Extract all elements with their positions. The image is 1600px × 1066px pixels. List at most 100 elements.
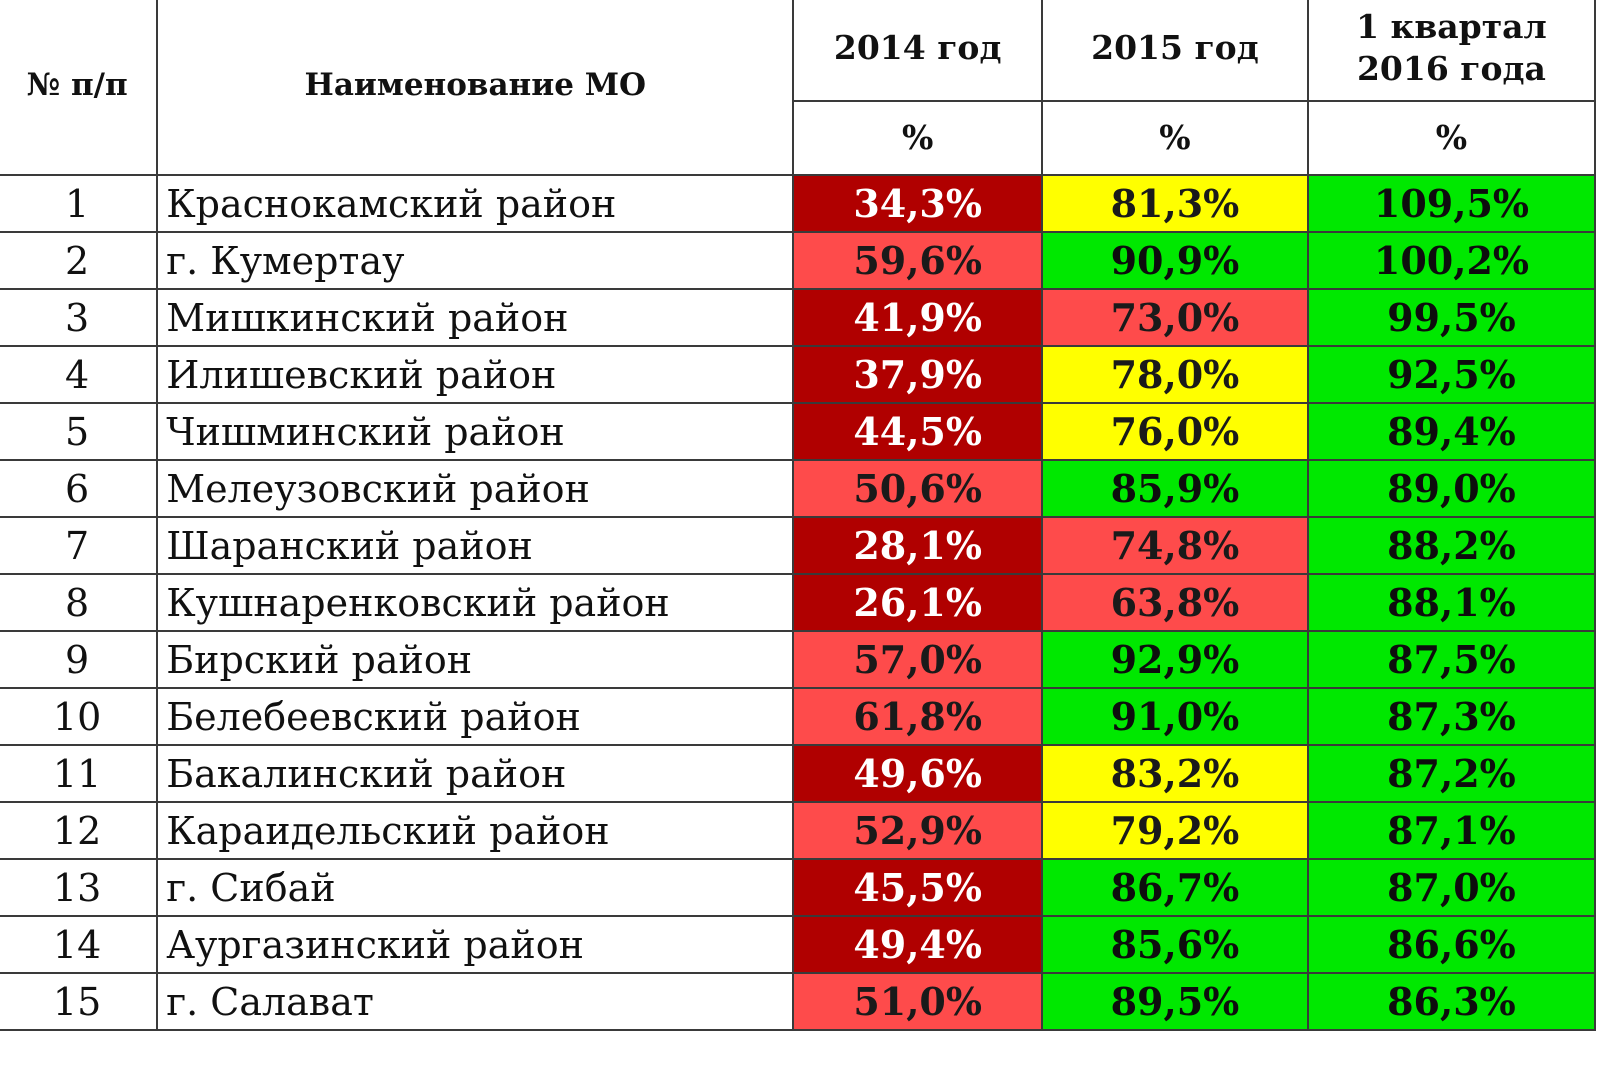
row-number: 2 — [0, 231, 159, 290]
cell-2015: 92,9% — [1040, 630, 1309, 689]
cell-q1-2016: 87,0% — [1306, 858, 1597, 917]
cell-2014: 61,8% — [792, 687, 1043, 746]
row-number: 7 — [0, 516, 159, 575]
row-number: 6 — [0, 459, 159, 518]
table-row: 13 г. Сибай 45,5% 86,7% 87,0% — [0, 858, 1597, 917]
cell-2015: 78,0% — [1040, 345, 1309, 404]
cell-2015: 83,2% — [1040, 744, 1309, 803]
row-name: Бирский район — [156, 630, 795, 689]
cell-2014: 51,0% — [792, 972, 1043, 1031]
row-number: 12 — [0, 801, 159, 860]
header-2015: 2015 год — [1040, 0, 1309, 102]
row-name: Чишминский район — [156, 402, 795, 461]
cell-2014: 50,6% — [792, 459, 1043, 518]
cell-2015: 89,5% — [1040, 972, 1309, 1031]
cell-q1-2016: 87,1% — [1306, 801, 1597, 860]
cell-q1-2016: 87,5% — [1306, 630, 1597, 689]
cell-2015: 73,0% — [1040, 288, 1309, 347]
cell-q1-2016: 86,6% — [1306, 915, 1597, 974]
header-2014: 2014 год — [792, 0, 1043, 102]
cell-2015: 90,9% — [1040, 231, 1309, 290]
row-name: Шаранский район — [156, 516, 795, 575]
cell-q1-2016: 87,2% — [1306, 744, 1597, 803]
table-row: 5 Чишминский район 44,5% 76,0% 89,4% — [0, 402, 1597, 461]
row-number: 5 — [0, 402, 159, 461]
cell-2015: 63,8% — [1040, 573, 1309, 632]
row-name: Илишевский район — [156, 345, 795, 404]
row-number: 11 — [0, 744, 159, 803]
row-name: Аургазинский район — [156, 915, 795, 974]
header-unit-2015: % — [1040, 100, 1309, 176]
table-row: 3 Мишкинский район 41,9% 73,0% 99,5% — [0, 288, 1597, 347]
cell-2014: 45,5% — [792, 858, 1043, 917]
row-number: 13 — [0, 858, 159, 917]
cell-2014: 44,5% — [792, 402, 1043, 461]
row-name: г. Кумертау — [156, 231, 795, 290]
table-row: 7 Шаранский район 28,1% 74,8% 88,2% — [0, 516, 1597, 575]
cell-2015: 81,3% — [1040, 174, 1309, 233]
table-row: 4 Илишевский район 37,9% 78,0% 92,5% — [0, 345, 1597, 404]
row-name: г. Салават — [156, 972, 795, 1031]
cell-2015: 86,7% — [1040, 858, 1309, 917]
cell-2014: 49,6% — [792, 744, 1043, 803]
cell-2015: 85,6% — [1040, 915, 1309, 974]
header-num: № п/п — [0, 0, 159, 176]
table-row: 6 Мелеузовский район 50,6% 85,9% 89,0% — [0, 459, 1597, 518]
cell-2014: 49,4% — [792, 915, 1043, 974]
cell-q1-2016: 109,5% — [1306, 174, 1597, 233]
cell-q1-2016: 88,1% — [1306, 573, 1597, 632]
row-number: 8 — [0, 573, 159, 632]
row-name: г. Сибай — [156, 858, 795, 917]
row-name: Краснокамский район — [156, 174, 795, 233]
cell-2014: 52,9% — [792, 801, 1043, 860]
row-number: 1 — [0, 174, 159, 233]
table-body: 1 Краснокамский район 34,3% 81,3% 109,5% 2 г. … — [0, 174, 1597, 1031]
row-name: Мелеузовский район — [156, 459, 795, 518]
cell-2014: 37,9% — [792, 345, 1043, 404]
header-name: Наименование МО — [156, 0, 795, 176]
cell-2015: 74,8% — [1040, 516, 1309, 575]
table-row: 11 Бакалинский район 49,6% 83,2% 87,2% — [0, 744, 1597, 803]
row-name: Бакалинский район — [156, 744, 795, 803]
row-number: 15 — [0, 972, 159, 1031]
cell-2014: 59,6% — [792, 231, 1043, 290]
row-name: Мишкинский район — [156, 288, 795, 347]
row-number: 10 — [0, 687, 159, 746]
cell-q1-2016: 87,3% — [1306, 687, 1597, 746]
header-q1-2016: 1 квартал 2016 года — [1306, 0, 1597, 102]
cell-q1-2016: 86,3% — [1306, 972, 1597, 1031]
header-q1-line1: 1 квартал — [1356, 7, 1547, 46]
table-row: 14 Аургазинский район 49,4% 85,6% 86,6% — [0, 915, 1597, 974]
header-row-units: % % % — [0, 100, 1597, 176]
row-number: 14 — [0, 915, 159, 974]
cell-q1-2016: 89,0% — [1306, 459, 1597, 518]
cell-2014: 34,3% — [792, 174, 1043, 233]
cell-2015: 79,2% — [1040, 801, 1309, 860]
cell-2015: 85,9% — [1040, 459, 1309, 518]
table-row: 15 г. Салават 51,0% 89,5% 86,3% — [0, 972, 1597, 1031]
cell-q1-2016: 99,5% — [1306, 288, 1597, 347]
cell-q1-2016: 100,2% — [1306, 231, 1597, 290]
table-row: 8 Кушнаренковский район 26,1% 63,8% 88,1% — [0, 573, 1597, 632]
row-number: 9 — [0, 630, 159, 689]
cell-2014: 57,0% — [792, 630, 1043, 689]
table-row: 12 Караидельский район 52,9% 79,2% 87,1% — [0, 801, 1597, 860]
table-header: № п/п Наименование МО 2014 год 2015 год … — [0, 0, 1597, 176]
row-name: Кушнаренковский район — [156, 573, 795, 632]
row-name: Белебеевский район — [156, 687, 795, 746]
header-q1-line2: 2016 года — [1356, 49, 1546, 88]
cell-2015: 91,0% — [1040, 687, 1309, 746]
header-unit-2014: % — [792, 100, 1043, 176]
table-row: 9 Бирский район 57,0% 92,9% 87,5% — [0, 630, 1597, 689]
cell-q1-2016: 89,4% — [1306, 402, 1597, 461]
header-row-years: № п/п Наименование МО 2014 год 2015 год … — [0, 0, 1597, 176]
header-unit-q1: % — [1306, 100, 1597, 176]
cell-2014: 26,1% — [792, 573, 1043, 632]
row-name: Караидельский район — [156, 801, 795, 860]
cell-2015: 76,0% — [1040, 402, 1309, 461]
row-number: 4 — [0, 345, 159, 404]
cell-2014: 28,1% — [792, 516, 1043, 575]
table-row: 10 Белебеевский район 61,8% 91,0% 87,3% — [0, 687, 1597, 746]
table-row: 1 Краснокамский район 34,3% 81,3% 109,5% — [0, 174, 1597, 233]
